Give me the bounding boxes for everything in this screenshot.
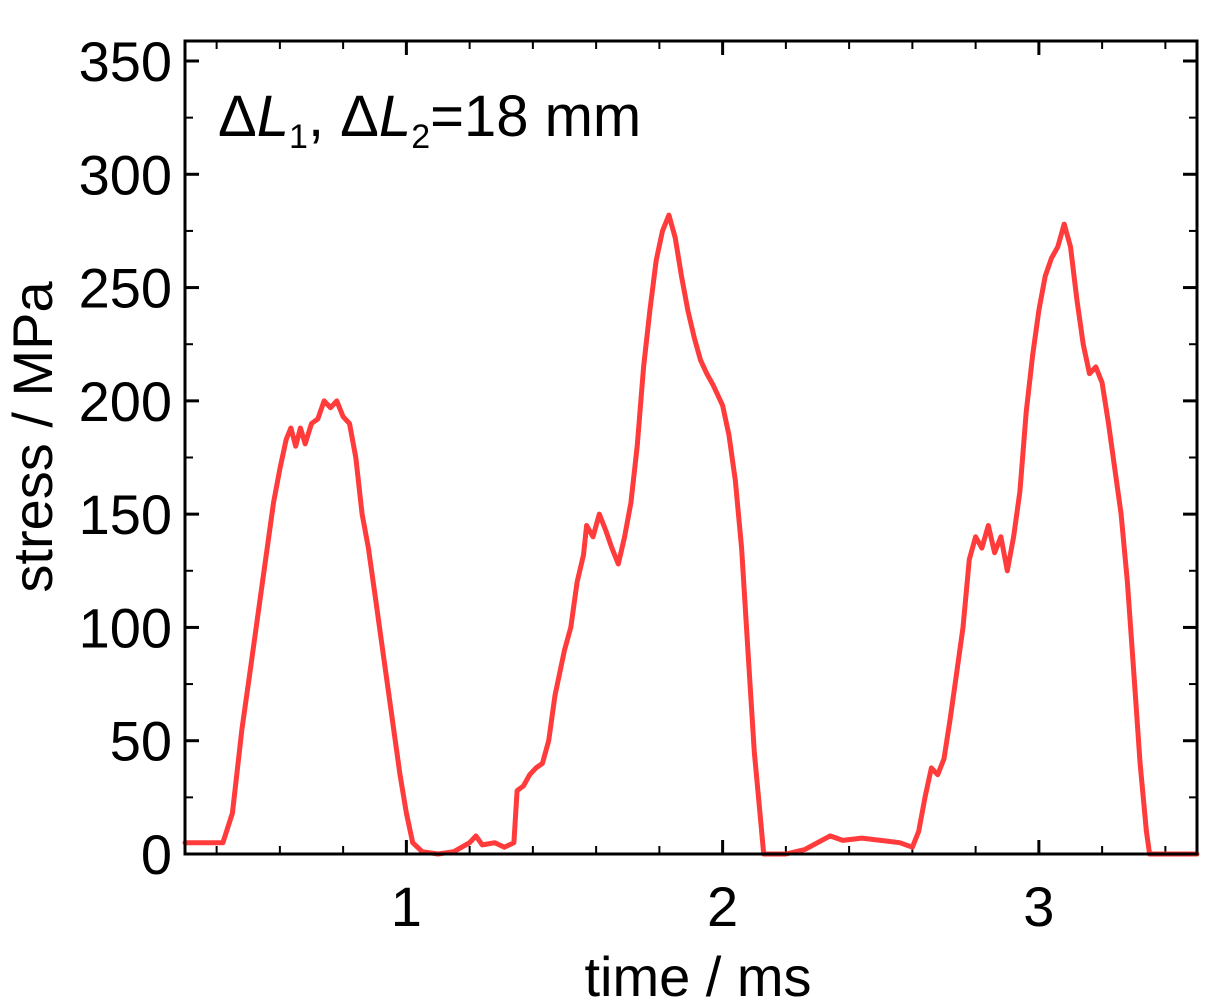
x-tick-label: 3 <box>1023 875 1054 938</box>
series-layer <box>182 212 1200 857</box>
y-tick-label: 100 <box>79 596 172 659</box>
y-tick-label: 0 <box>141 823 172 886</box>
annotation-sep: , <box>308 84 340 149</box>
annotation-sub-2: 2 <box>411 118 430 156</box>
x-tick-label: 1 <box>391 875 422 938</box>
y-axis-title: stress / MPa <box>1 281 64 593</box>
y-tick-label: 350 <box>79 30 172 93</box>
y-tick-label: 200 <box>79 370 172 433</box>
y-tick-label: 300 <box>79 143 172 206</box>
y-tick-label: 250 <box>79 257 172 320</box>
tick-labels: 1 2 3 0 50 100 150 200 250 300 350 <box>79 30 1055 938</box>
x-axis-title: time / ms <box>584 945 811 1001</box>
y-tick-label: 50 <box>110 710 172 773</box>
y-tick-label: 150 <box>79 483 172 546</box>
annotation-rest: =18 mm <box>430 84 641 149</box>
x-tick-label: 2 <box>707 875 738 938</box>
plot-frame <box>183 39 1199 856</box>
major-ticks <box>185 41 1197 856</box>
annotation-sub-1: 1 <box>289 118 308 156</box>
annotation-delta-1: Δ <box>218 84 257 149</box>
annotation-delta-2: Δ <box>340 84 379 149</box>
annotation-var-2: L <box>379 84 411 149</box>
annotation-var-1: L <box>257 84 289 149</box>
minor-ticks <box>185 41 1197 854</box>
stress-series-line <box>182 212 1200 857</box>
annotation: ΔL1, ΔL2=18 mm <box>218 84 641 156</box>
